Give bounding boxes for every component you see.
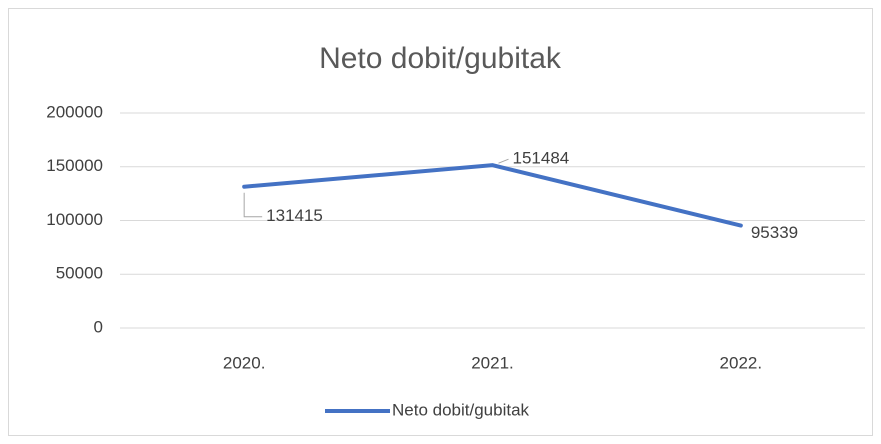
legend-label: Neto dobit/gubitak <box>392 400 530 419</box>
x-tick-label: 2022. <box>720 353 763 372</box>
y-tick-label: 0 <box>94 317 103 336</box>
y-tick-label: 150000 <box>46 156 103 175</box>
y-tick-label: 100000 <box>46 210 103 229</box>
chart-title: Neto dobit/gubitak <box>319 42 562 75</box>
leader-line <box>243 192 263 218</box>
y-tick-label: 200000 <box>46 102 103 121</box>
data-label: 95339 <box>751 223 798 242</box>
leader-line <box>498 158 509 164</box>
x-tick-label: 2021. <box>471 353 514 372</box>
y-tick-label: 50000 <box>56 264 103 283</box>
line <box>242 163 743 228</box>
data-label: 131415 <box>266 206 323 225</box>
data-label: 151484 <box>513 149 570 168</box>
x-tick-label: 2020. <box>223 353 266 372</box>
